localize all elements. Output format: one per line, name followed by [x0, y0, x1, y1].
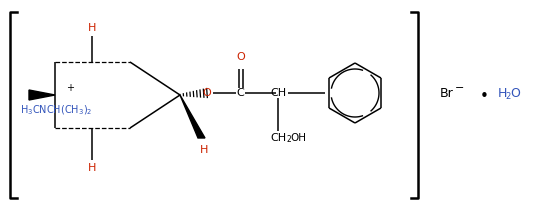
Polygon shape	[180, 95, 205, 138]
Text: +: +	[66, 83, 74, 93]
Polygon shape	[29, 90, 55, 100]
Text: Br: Br	[440, 87, 454, 100]
Text: C: C	[236, 88, 244, 98]
Text: H: H	[498, 87, 507, 100]
Text: O: O	[237, 52, 245, 62]
Text: CH: CH	[270, 133, 286, 143]
Text: H: H	[88, 163, 96, 173]
Text: H$_3$CNCH(CH$_3$)$_2$: H$_3$CNCH(CH$_3$)$_2$	[20, 103, 92, 117]
Text: 2: 2	[286, 134, 291, 143]
Text: H: H	[88, 23, 96, 33]
Text: OH: OH	[290, 133, 306, 143]
Text: •: •	[479, 88, 489, 104]
Text: O: O	[510, 87, 520, 100]
Text: −: −	[455, 83, 464, 93]
Text: H: H	[200, 145, 208, 155]
Text: O: O	[203, 88, 211, 98]
Text: CH: CH	[270, 88, 286, 98]
Text: 2: 2	[505, 92, 510, 100]
